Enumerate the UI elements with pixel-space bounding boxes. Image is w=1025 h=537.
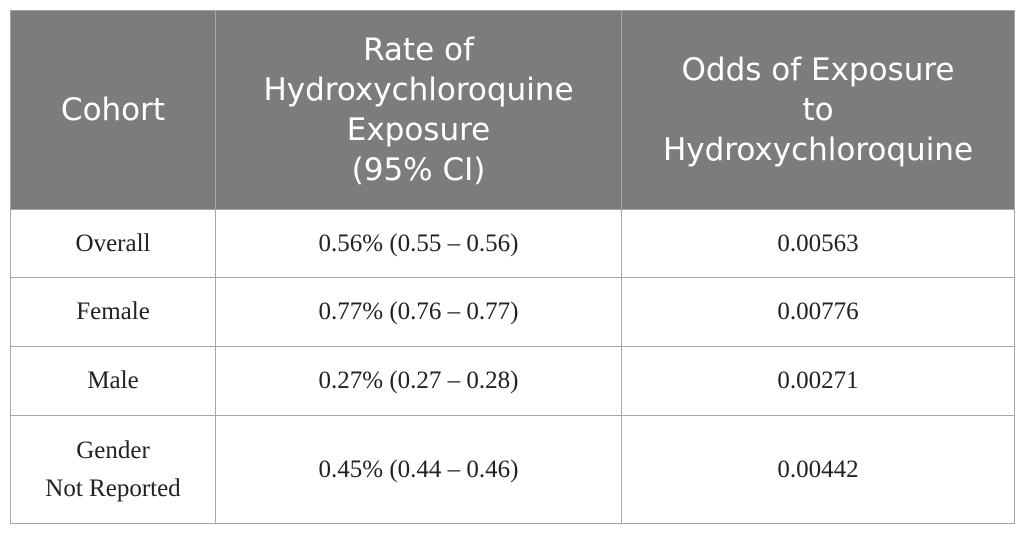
rate-cell: 0.45% (0.44 – 0.46) <box>215 415 622 524</box>
table-row: Overall 0.56% (0.55 – 0.56) 0.00563 <box>10 209 1015 278</box>
cohort-cell: Gender Not Reported <box>10 415 216 524</box>
cohort-cell: Female <box>10 277 216 347</box>
header-cohort: Cohort <box>10 10 216 210</box>
odds-cell: 0.00271 <box>621 346 1015 416</box>
rate-cell: 0.77% (0.76 – 0.77) <box>215 277 622 347</box>
odds-cell: 0.00563 <box>621 209 1015 278</box>
odds-cell: 0.00442 <box>621 415 1015 524</box>
cohort-cell: Male <box>10 346 216 416</box>
table-header: Cohort Rate of Hydroxychloroquine Exposu… <box>10 10 1015 210</box>
header-row: Cohort Rate of Hydroxychloroquine Exposu… <box>10 10 1015 210</box>
cohort-cell: Overall <box>10 209 216 278</box>
odds-cell: 0.00776 <box>621 277 1015 347</box>
header-rate-of-exposure: Rate of Hydroxychloroquine Exposure (95%… <box>215 10 622 210</box>
rate-cell: 0.27% (0.27 – 0.28) <box>215 346 622 416</box>
table-row: Male 0.27% (0.27 – 0.28) 0.00271 <box>10 346 1015 416</box>
header-odds-of-exposure: Odds of Exposure to Hydroxychloroquine <box>621 10 1015 210</box>
rate-cell: 0.56% (0.55 – 0.56) <box>215 209 622 278</box>
table-row: Female 0.77% (0.76 – 0.77) 0.00776 <box>10 277 1015 347</box>
table-body: Overall 0.56% (0.55 – 0.56) 0.00563 Fema… <box>10 209 1015 524</box>
data-table: Cohort Rate of Hydroxychloroquine Exposu… <box>10 10 1015 524</box>
table-row: Gender Not Reported 0.45% (0.44 – 0.46) … <box>10 415 1015 524</box>
